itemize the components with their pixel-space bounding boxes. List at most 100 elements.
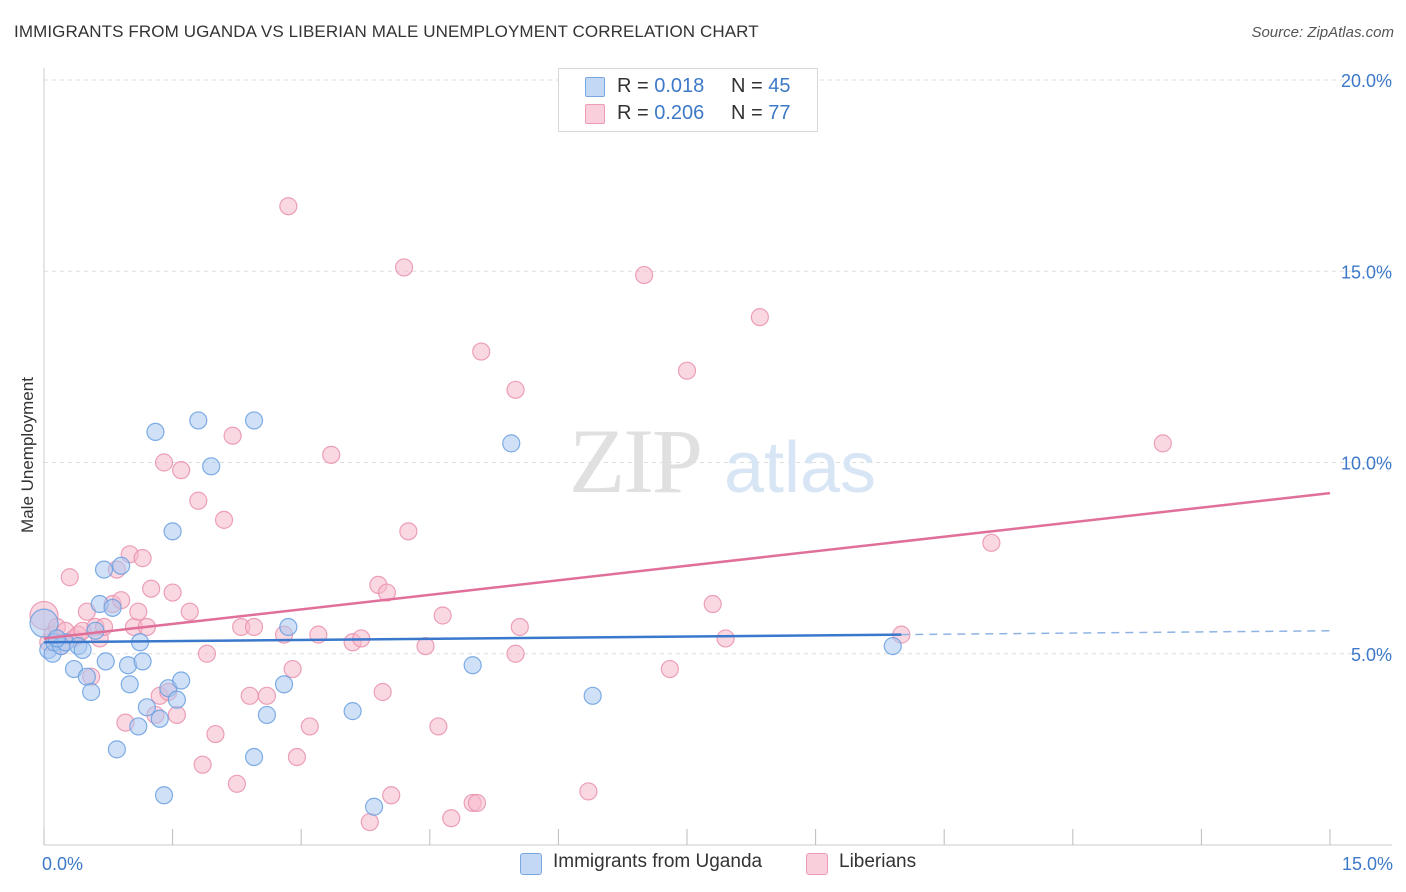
liberians-point bbox=[382, 786, 401, 805]
uganda-point bbox=[103, 598, 122, 617]
liberians-trend-line bbox=[43, 491, 1331, 640]
liberians-point bbox=[506, 644, 525, 663]
bottom-legend-swatch-uganda bbox=[520, 853, 542, 875]
uganda-point bbox=[129, 717, 148, 736]
uganda-point bbox=[257, 705, 277, 725]
uganda-trend-line bbox=[43, 633, 902, 644]
liberians-point bbox=[433, 606, 452, 625]
liberians-point bbox=[442, 809, 461, 828]
legend-r-label: R = bbox=[617, 75, 655, 97]
liberians-point bbox=[1153, 434, 1172, 453]
watermark: ZIP atlas bbox=[569, 410, 876, 512]
uganda-point bbox=[29, 608, 59, 638]
liberians-point bbox=[399, 522, 418, 541]
liberians-point bbox=[416, 636, 435, 656]
legend-r-label: R = bbox=[617, 102, 655, 124]
liberians-point bbox=[472, 342, 491, 361]
tick-labels: 5.0% 10.0% 15.0% 20.0% 0.0% 15.0% bbox=[42, 71, 1393, 874]
axes bbox=[43, 68, 1392, 846]
liberians-point bbox=[373, 682, 392, 702]
uganda-point bbox=[279, 617, 298, 637]
liberians-point bbox=[206, 724, 225, 744]
liberians-point bbox=[322, 445, 341, 464]
liberians-point bbox=[377, 583, 397, 602]
liberians-point bbox=[227, 774, 246, 793]
liberians-point bbox=[467, 793, 487, 813]
y-axis-label: Male Unemployment bbox=[18, 377, 37, 533]
legend-n-value: 77 bbox=[768, 102, 791, 124]
uganda-point bbox=[150, 709, 169, 728]
y-tick-label: 20.0% bbox=[1341, 71, 1392, 91]
uganda-points bbox=[29, 411, 902, 816]
liberians-point bbox=[677, 361, 697, 380]
uganda-point bbox=[189, 411, 208, 430]
uganda-point bbox=[364, 797, 384, 816]
bottom-legend-swatch-liberians bbox=[806, 853, 828, 875]
uganda-point bbox=[244, 411, 264, 430]
legend-n-value: 45 bbox=[768, 75, 791, 97]
liberians-point bbox=[703, 594, 722, 614]
x-tick-label: 0.0% bbox=[42, 854, 83, 874]
liberians-point bbox=[214, 510, 234, 529]
liberians-point bbox=[223, 426, 242, 445]
uganda-point bbox=[167, 690, 186, 709]
liberians-point bbox=[180, 602, 199, 621]
liberians-point bbox=[279, 197, 298, 216]
uganda-point bbox=[77, 667, 96, 686]
bottom-legend-label-liberians: Liberians bbox=[839, 851, 917, 872]
uganda-point bbox=[73, 640, 92, 660]
legend-r-value: 0.206 bbox=[654, 102, 705, 124]
uganda-point bbox=[133, 652, 152, 671]
y-tick-label: 15.0% bbox=[1341, 262, 1392, 282]
liberians-point bbox=[982, 533, 1001, 552]
liberians-point bbox=[129, 602, 148, 621]
legend-n-label: N = bbox=[731, 102, 769, 124]
uganda-point bbox=[120, 675, 139, 694]
liberians-point bbox=[193, 755, 212, 774]
legend-swatch-uganda bbox=[585, 77, 605, 97]
watermark-zip: ZIP bbox=[569, 410, 701, 512]
liberians-point bbox=[429, 717, 448, 736]
liberians-point bbox=[510, 617, 529, 637]
liberians-point bbox=[394, 258, 414, 277]
liberians-point bbox=[360, 812, 379, 832]
legend-n-label: N = bbox=[731, 75, 769, 97]
liberians-point bbox=[579, 782, 598, 801]
liberians-point bbox=[172, 461, 191, 480]
uganda-point bbox=[94, 560, 114, 579]
uganda-point bbox=[107, 740, 126, 759]
legend-swatch-liberians bbox=[585, 104, 605, 124]
liberians-point bbox=[750, 308, 769, 327]
liberians-point bbox=[142, 579, 161, 598]
liberians-point bbox=[167, 705, 186, 725]
grid-lines bbox=[44, 79, 1392, 655]
chart-title: IMMIGRANTS FROM UGANDA VS LIBERIAN MALE … bbox=[14, 22, 759, 41]
uganda-point bbox=[274, 675, 294, 694]
uganda-point bbox=[154, 786, 174, 805]
y-tick-label: 5.0% bbox=[1351, 645, 1392, 665]
correlation-legend: R = 0.018 N = 45 R = 0.206 N = 77 bbox=[558, 68, 818, 132]
uganda-point bbox=[502, 434, 521, 453]
uganda-point bbox=[82, 682, 101, 702]
legend-r-value: 0.018 bbox=[654, 75, 705, 97]
liberians-point bbox=[133, 549, 152, 568]
liberians-point bbox=[257, 686, 277, 705]
liberians-point bbox=[506, 380, 525, 399]
uganda-point bbox=[112, 556, 131, 575]
uganda-point bbox=[343, 702, 362, 721]
uganda-point bbox=[96, 652, 115, 671]
bottom-legend-label-uganda: Immigrants from Uganda bbox=[553, 851, 763, 872]
liberians-point bbox=[660, 659, 679, 679]
watermark-atlas: atlas bbox=[724, 428, 876, 508]
uganda-point bbox=[463, 656, 482, 675]
uganda-point bbox=[202, 457, 221, 476]
uganda-point bbox=[883, 636, 902, 656]
uganda-point bbox=[583, 686, 602, 705]
liberians-point bbox=[154, 453, 174, 472]
liberians-point bbox=[300, 717, 319, 736]
uganda-point bbox=[137, 698, 156, 717]
source-label: Source: ZipAtlas.com bbox=[1251, 24, 1394, 41]
liberians-points bbox=[29, 197, 1172, 832]
uganda-point bbox=[163, 522, 182, 541]
